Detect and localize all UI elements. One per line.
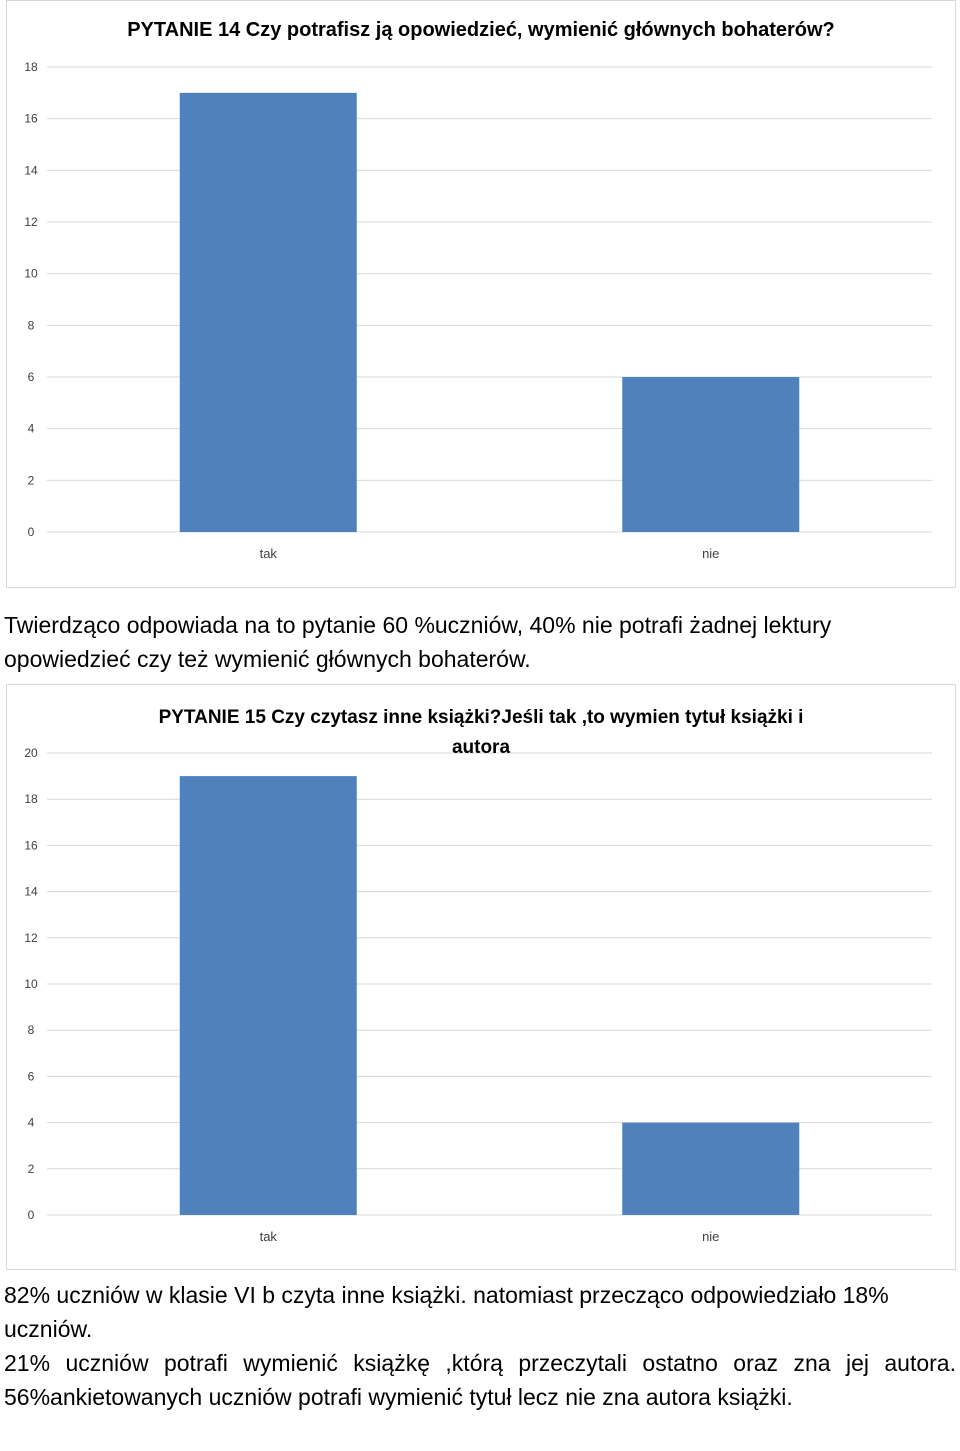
y-tick-label: 4: [28, 1116, 35, 1130]
x-tick-label: tak: [260, 546, 278, 561]
y-tick-label: 0: [28, 525, 35, 539]
bar-nie: [622, 377, 800, 532]
bar-tak: [179, 776, 357, 1215]
y-tick-label: 16: [24, 112, 38, 126]
summary-question-14: Twierdząco odpowiada na to pytanie 60 %u…: [4, 612, 832, 672]
summary-authors: 21% uczniów potrafi wymienić książkę ,kt…: [4, 1350, 956, 1410]
y-tick-label: 6: [28, 370, 35, 384]
y-tick-label: 8: [28, 318, 35, 332]
chart-title: PYTANIE 15 Czy czytasz inne książki?Jeśl…: [158, 707, 804, 758]
y-tick-label: 0: [28, 1208, 35, 1222]
y-tick-label: 10: [24, 977, 38, 991]
y-tick-label: 18: [24, 792, 38, 806]
chart-title: PYTANIE 14 Czy potrafisz ją opowiedzieć,…: [127, 19, 835, 41]
y-tick-label: 16: [24, 838, 38, 852]
y-tick-label: 20: [24, 746, 38, 760]
y-tick-label: 18: [24, 60, 38, 74]
chart-question-14: 0 2 4 6 8 10 12 14 16 18 tak nie PYTANIE 14 Czy pot…: [6, 0, 956, 588]
y-tick-label: 4: [28, 422, 35, 436]
y-tick-label: 2: [28, 1162, 35, 1176]
y-tick-label: 12: [24, 215, 38, 229]
y-tick-label: 14: [24, 163, 38, 177]
y-tick-label: 8: [28, 1023, 35, 1037]
y-tick-label: 14: [24, 885, 38, 899]
y-tick-label: 10: [24, 267, 38, 281]
bar-nie: [622, 1122, 800, 1215]
y-tick-label: 2: [28, 473, 35, 487]
chart-question-15-plot: 0 2 4 6 8 10 12 14 16 18 20 tak nie: [24, 746, 932, 1244]
summary-question-15: 82% uczniów w klasie VI b czyta inne ksi…: [4, 1282, 889, 1342]
x-tick-label: tak: [260, 1229, 278, 1244]
chart-question-14-plot: 0 2 4 6 8 10 12 14 16 18 tak nie: [24, 60, 932, 561]
y-tick-label: 12: [24, 931, 38, 945]
bar-tak: [179, 92, 357, 532]
x-tick-label: nie: [702, 546, 719, 561]
y-tick-label: 6: [28, 1069, 35, 1083]
chart-question-15: 0 2 4 6 8 10 12 14 16 18 20 tak nie PYTANIE 15 Czy c…: [6, 684, 956, 1270]
x-tick-label: nie: [702, 1229, 719, 1244]
